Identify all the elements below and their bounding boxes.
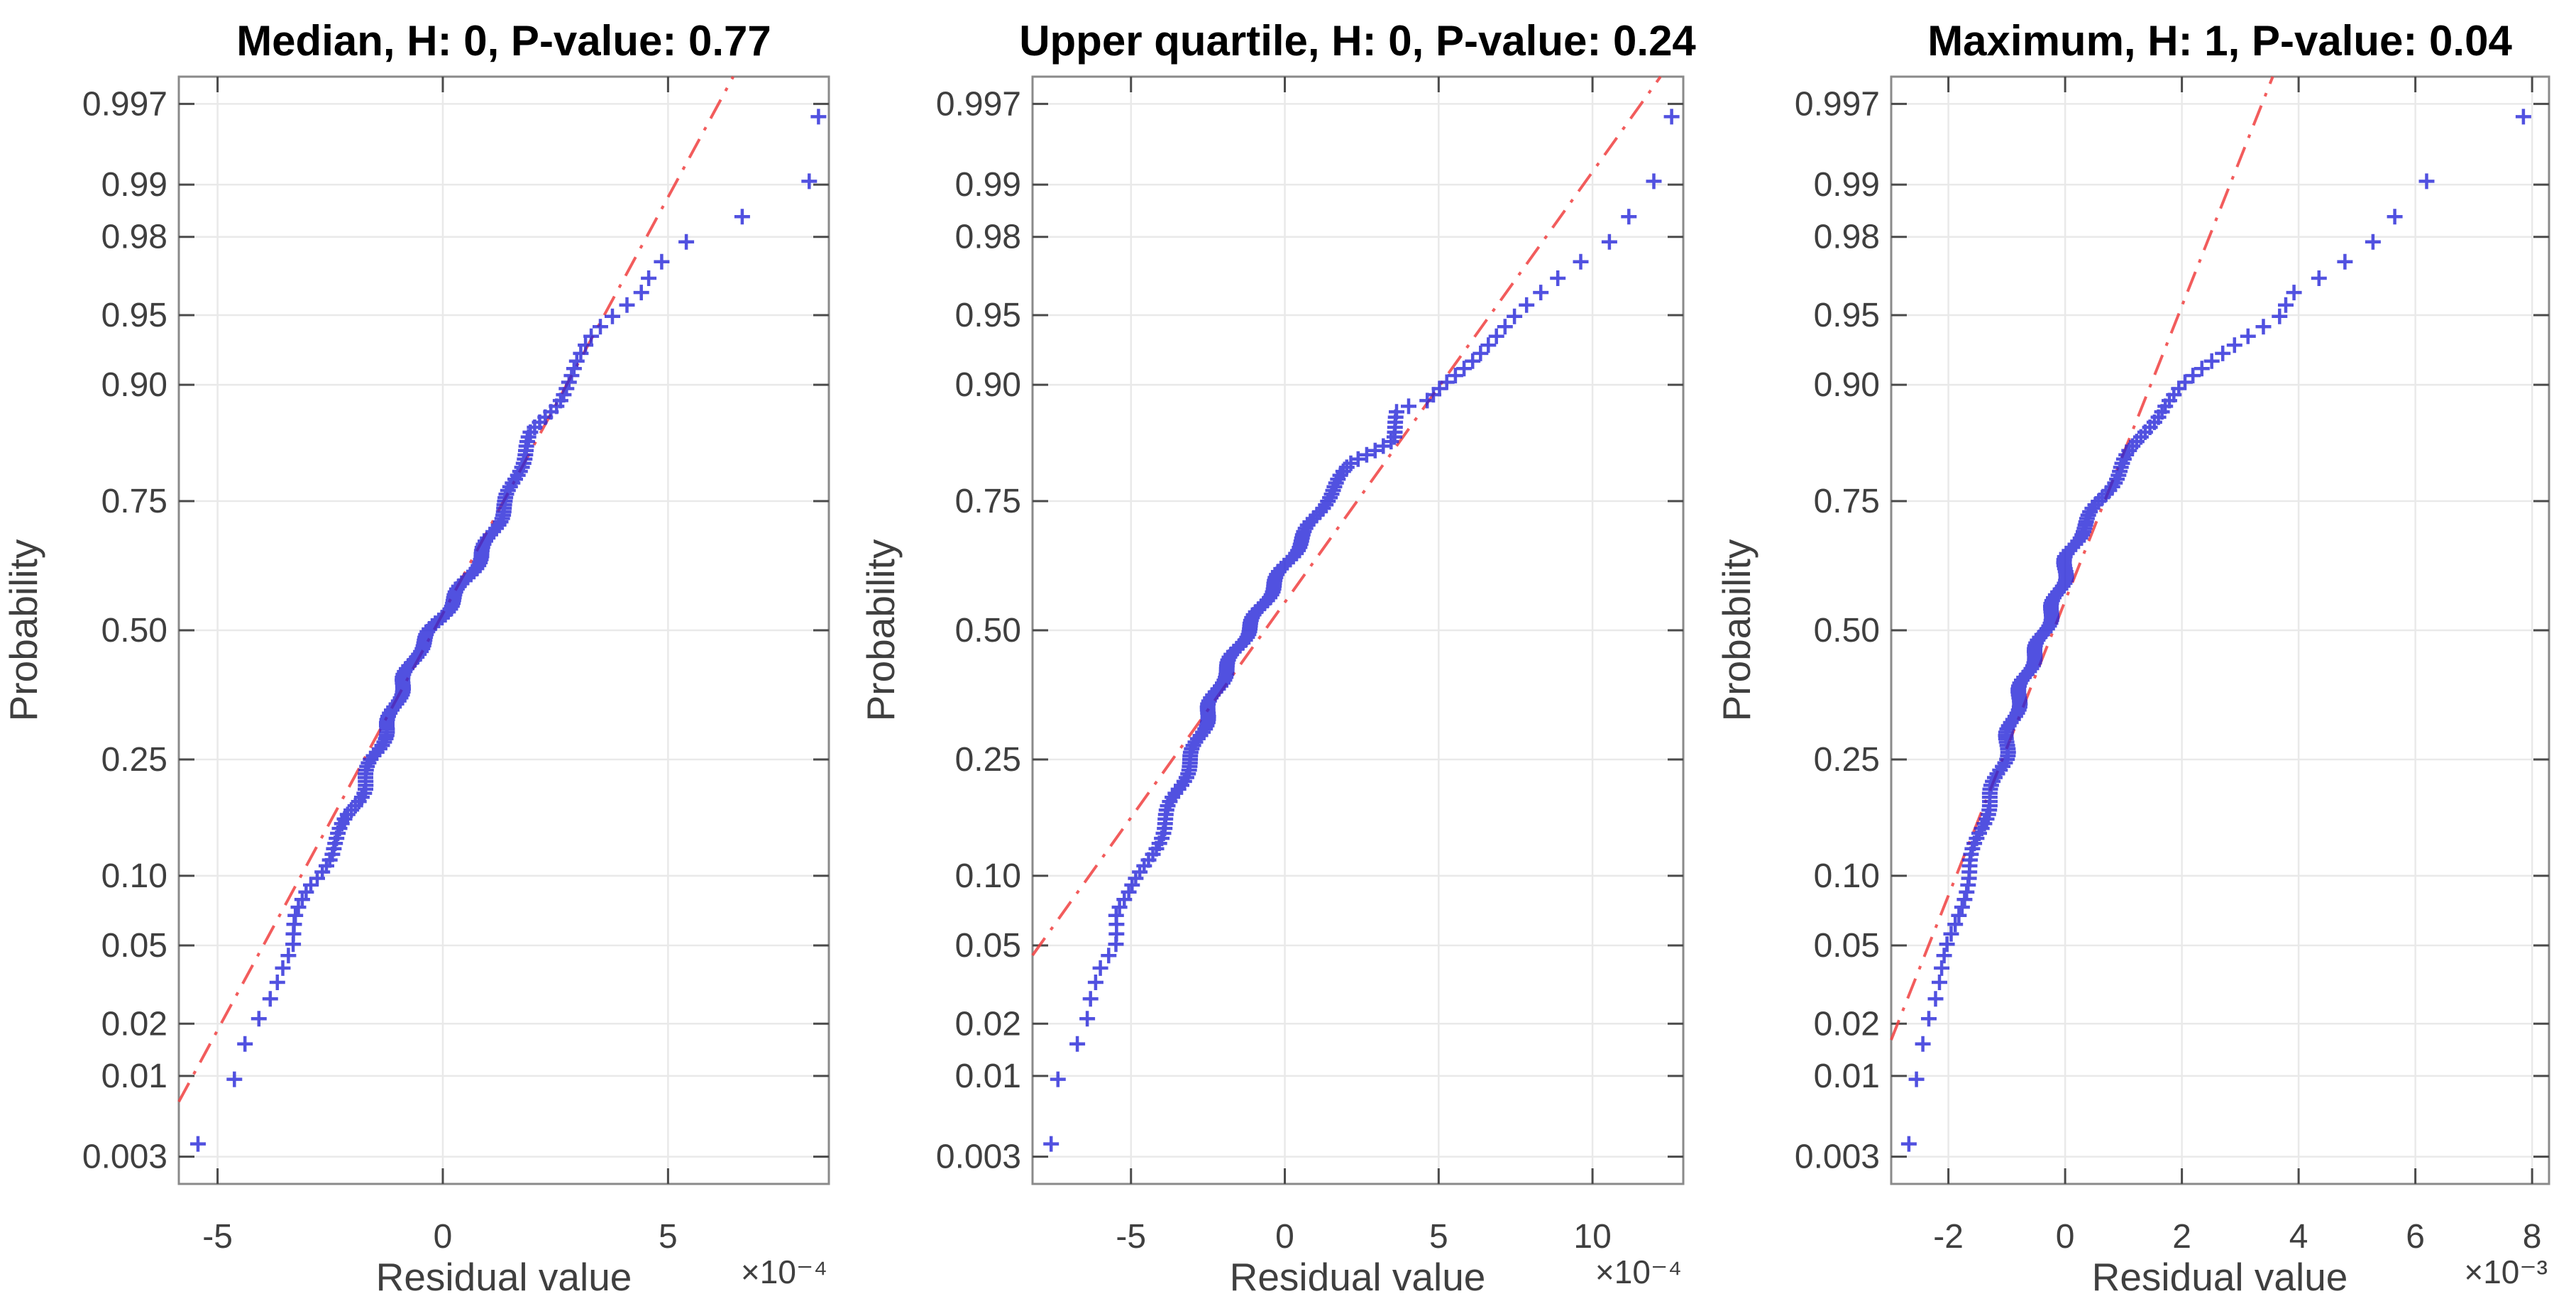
- plot-median-title: Median, H: 0, P-value: 0.77: [236, 17, 771, 65]
- tick-marks: [1891, 77, 2549, 1184]
- y-tick-label: 0.98: [1814, 219, 1880, 256]
- tick-labels: -5 0 5 10 0.003 0.01 0.02 0.05 0.10 0.25 0.50 0.75 0…: [936, 85, 1612, 1256]
- x-tick-label: 0: [434, 1218, 453, 1256]
- y-tick-label: 0.003: [1795, 1138, 1880, 1176]
- normal-reference-line: [1031, 75, 1662, 957]
- y-tick-label: 0.99: [1814, 166, 1880, 204]
- x-tick-label: 8: [2523, 1218, 2542, 1256]
- plot-median-xlabel: Residual value: [376, 1255, 632, 1299]
- tick-marks: [179, 77, 829, 1184]
- plot-maximum-ylabel: Probability: [1714, 539, 1758, 721]
- y-tick-label: 0.95: [955, 297, 1021, 334]
- y-tick-label: 0.99: [955, 166, 1021, 204]
- y-tick-label: 0.50: [1814, 612, 1880, 649]
- x-tick-label: 2: [2172, 1218, 2191, 1256]
- tick-marks: [1033, 77, 1683, 1184]
- y-tick-label: 0.75: [1814, 483, 1880, 520]
- plot-upper-quartile-ylabel: Probability: [859, 539, 903, 721]
- tick-labels: -2 0 2 4 6 8 0.003 0.01 0.02 0.05 0.10 0.25 0.50 0.75…: [1795, 85, 2542, 1256]
- plus-markers-path: [1043, 109, 1680, 1152]
- y-tick-label: 0.90: [1814, 366, 1880, 404]
- y-tick-label: 0.10: [1814, 857, 1880, 895]
- y-tick-label: 0.98: [955, 219, 1021, 256]
- x-tick-label: 10: [1573, 1218, 1611, 1256]
- data-markers: [190, 109, 827, 1152]
- x-tick-label: -5: [202, 1218, 233, 1256]
- grid-lines: [1891, 77, 2549, 1184]
- y-tick-label: 0.95: [1814, 297, 1880, 334]
- grid-lines: [179, 77, 829, 1184]
- y-tick-label: 0.75: [101, 483, 167, 520]
- plot-upper-quartile: -5 0 5 10 0.003 0.01 0.02 0.05 0.10 0.25 0.50 0.75 0…: [859, 17, 1696, 1299]
- plot-maximum: -2 0 2 4 6 8 0.003 0.01 0.02 0.05 0.10 0.25 0.50 0.75…: [1714, 17, 2550, 1299]
- y-tick-label: 0.25: [1814, 741, 1880, 779]
- plus-markers-path: [190, 109, 827, 1152]
- y-tick-label: 0.50: [955, 612, 1021, 649]
- x-tick-label: 4: [2289, 1218, 2308, 1256]
- y-tick-label: 0.25: [955, 741, 1021, 779]
- y-tick-label: 0.90: [955, 366, 1021, 404]
- y-tick-label: 0.997: [936, 85, 1021, 123]
- y-tick-label: 0.10: [101, 857, 167, 895]
- plot-median: -5 0 5 0.003 0.01 0.02 0.05 0.10 0.25 0.50 0.75 0.9…: [1, 17, 830, 1299]
- y-tick-label: 0.05: [1814, 927, 1880, 965]
- y-tick-label: 0.98: [101, 219, 167, 256]
- plot-area: -5 0 5 10 0.003 0.01 0.02 0.05 0.10 0.25 0.50 0.75 0…: [936, 75, 1685, 1256]
- y-tick-label: 0.75: [955, 483, 1021, 520]
- plot-upper-quartile-x-exponent: ×10⁻⁴: [1595, 1253, 1682, 1290]
- y-tick-label: 0.25: [101, 741, 167, 779]
- normal-reference-line: [1890, 76, 2274, 1041]
- y-tick-label: 0.01: [955, 1058, 1021, 1095]
- tick-labels: -5 0 5 0.003 0.01 0.02 0.05 0.10 0.25 0.50 0.75 0.9…: [82, 85, 678, 1256]
- y-tick-label: 0.003: [82, 1138, 167, 1176]
- plot-median-x-exponent: ×10⁻⁴: [741, 1253, 827, 1290]
- y-tick-label: 0.01: [1814, 1058, 1880, 1095]
- x-tick-label: 6: [2406, 1218, 2425, 1256]
- y-tick-label: 0.90: [101, 366, 167, 404]
- y-tick-label: 0.10: [955, 857, 1021, 895]
- y-tick-label: 0.003: [936, 1138, 1021, 1176]
- x-tick-label: -2: [1933, 1218, 1964, 1256]
- plot-median-ylabel: Probability: [1, 539, 45, 721]
- y-tick-label: 0.01: [101, 1058, 167, 1095]
- y-tick-label: 0.02: [1814, 1005, 1880, 1043]
- data-markers: [1900, 109, 2531, 1152]
- plot-upper-quartile-xlabel: Residual value: [1230, 1255, 1486, 1299]
- data-markers: [1043, 109, 1680, 1152]
- y-tick-label: 0.99: [101, 166, 167, 204]
- plus-markers-path: [1900, 109, 2531, 1152]
- plot-area: -5 0 5 0.003 0.01 0.02 0.05 0.10 0.25 0.50 0.75 0.9…: [82, 75, 830, 1256]
- plot-maximum-x-exponent: ×10⁻³: [2464, 1253, 2548, 1290]
- plot-area: -2 0 2 4 6 8 0.003 0.01 0.02 0.05 0.10 0.25 0.50 0.75…: [1795, 75, 2550, 1256]
- y-tick-label: 0.02: [955, 1005, 1021, 1043]
- x-tick-label: 5: [1429, 1218, 1448, 1256]
- x-tick-label: -5: [1116, 1218, 1146, 1256]
- y-tick-label: 0.997: [1795, 85, 1880, 123]
- y-tick-label: 0.05: [955, 927, 1021, 965]
- x-tick-label: 0: [2056, 1218, 2075, 1256]
- y-tick-label: 0.50: [101, 612, 167, 649]
- plot-maximum-xlabel: Residual value: [2092, 1255, 2348, 1299]
- plot-upper-quartile-title: Upper quartile, H: 0, P-value: 0.24: [1019, 17, 1696, 65]
- x-tick-label: 0: [1275, 1218, 1294, 1256]
- grid-lines: [1033, 77, 1683, 1184]
- y-tick-label: 0.997: [82, 85, 167, 123]
- plot-maximum-title: Maximum, H: 1, P-value: 0.04: [1927, 17, 2512, 65]
- x-tick-label: 5: [659, 1218, 678, 1256]
- y-tick-label: 0.95: [101, 297, 167, 334]
- y-tick-label: 0.02: [101, 1005, 167, 1043]
- y-tick-label: 0.05: [101, 927, 167, 965]
